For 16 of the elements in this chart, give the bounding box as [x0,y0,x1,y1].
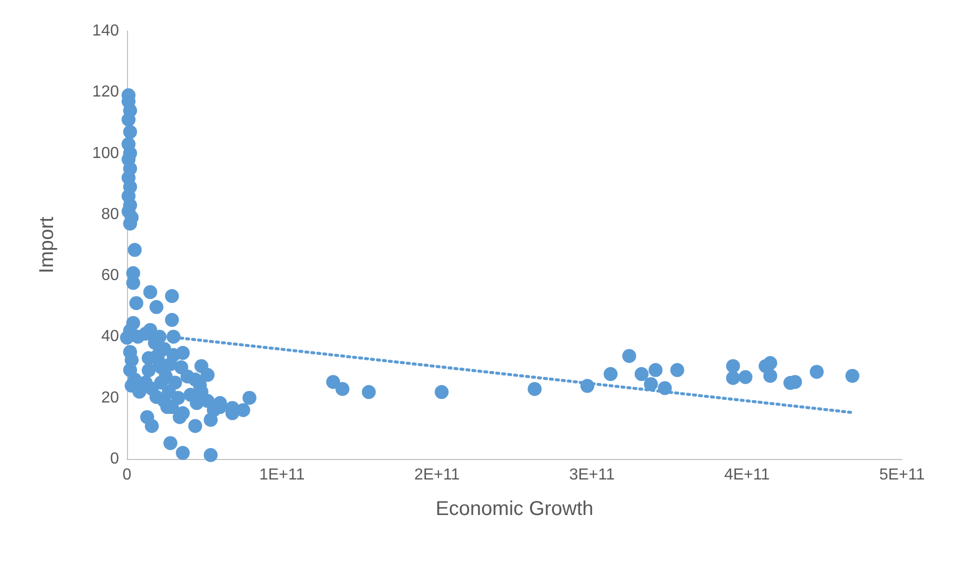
y-tick-label: 0 [110,450,120,468]
y-tick-label: 100 [92,144,120,162]
x-tick-label: 4E+11 [724,466,770,484]
x-tick-label: 2E+11 [414,466,460,484]
y-tick-label: 80 [101,206,120,223]
x-tick-label: 5E+11 [879,466,925,484]
x-axis-title: Economic Growth [436,498,594,520]
y-tick-label: 40 [101,328,120,346]
x-tick-label: 1E+11 [259,466,305,484]
y-axis-title: Import [36,216,58,274]
y-tick-label: 140 [92,22,120,40]
x-tick-label: 0 [122,466,132,484]
y-tick-label: 60 [101,267,120,284]
y-tick-label: 20 [101,389,120,406]
y-tick-label: 120 [92,84,120,101]
x-tick-label: 3E+11 [569,466,615,484]
